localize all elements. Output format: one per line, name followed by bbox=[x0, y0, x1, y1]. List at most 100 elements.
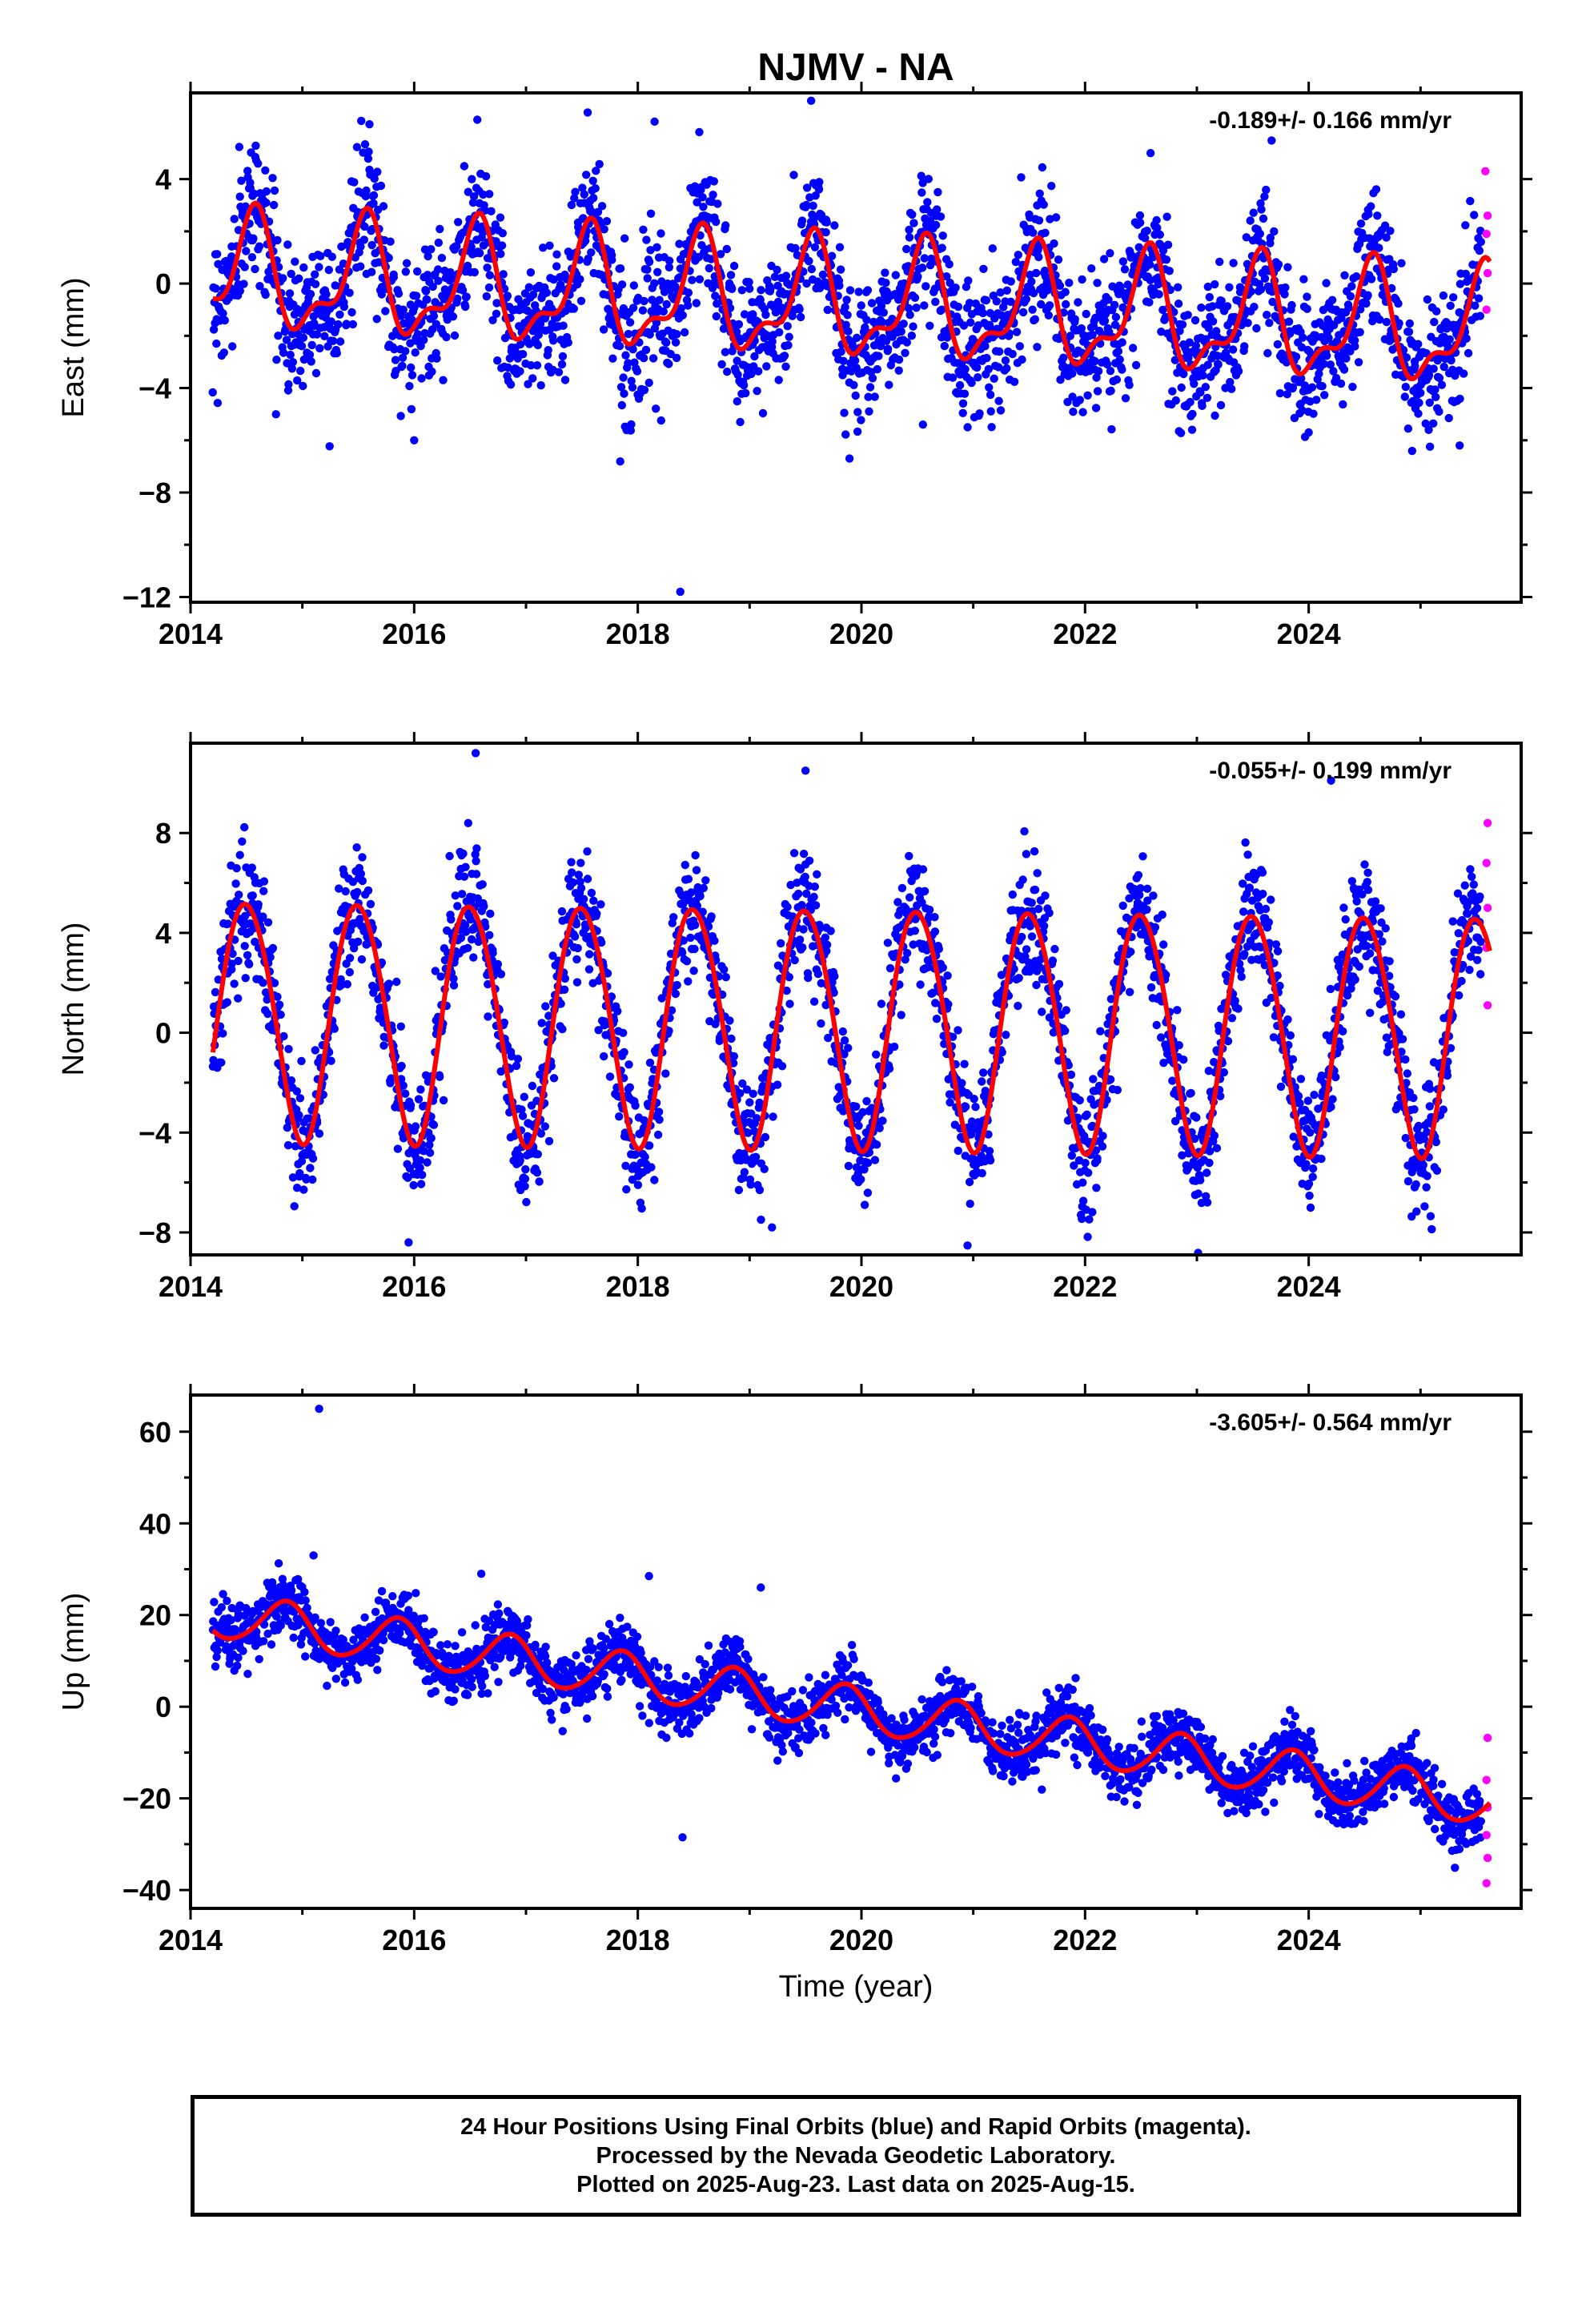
final-orbit-point bbox=[902, 949, 912, 958]
final-orbit-point bbox=[802, 889, 811, 899]
final-orbit-point bbox=[1249, 208, 1258, 217]
final-orbit-point bbox=[616, 264, 625, 273]
final-orbit-point bbox=[879, 308, 889, 317]
final-orbit-point bbox=[1033, 869, 1042, 878]
final-orbit-point bbox=[568, 878, 577, 887]
final-orbit-point bbox=[448, 312, 458, 321]
final-orbit-point bbox=[917, 171, 926, 180]
final-orbit-point bbox=[407, 404, 416, 414]
final-orbit-point bbox=[466, 915, 475, 924]
final-orbit-point bbox=[259, 912, 267, 921]
final-orbit-point bbox=[1415, 398, 1423, 408]
final-orbit-point bbox=[1346, 292, 1355, 301]
final-orbit-point bbox=[1038, 1007, 1046, 1016]
final-orbit-point bbox=[1188, 409, 1197, 419]
final-orbit-point bbox=[907, 332, 917, 340]
final-orbit-point bbox=[862, 1096, 871, 1106]
final-orbit-point bbox=[240, 263, 249, 271]
final-orbit-point bbox=[480, 902, 488, 911]
final-orbit-point bbox=[287, 364, 296, 373]
final-orbit-point bbox=[1225, 283, 1234, 292]
final-orbit-point bbox=[1259, 890, 1267, 899]
final-orbit-point bbox=[777, 939, 785, 948]
final-orbit-point bbox=[248, 891, 257, 900]
final-orbit-point bbox=[571, 187, 580, 196]
final-orbit-point bbox=[987, 423, 996, 432]
final-orbit-point bbox=[817, 979, 825, 988]
final-orbit-point bbox=[682, 957, 692, 966]
final-orbit-point bbox=[595, 159, 604, 169]
final-orbit-point bbox=[1070, 315, 1079, 324]
final-orbit-point bbox=[602, 217, 612, 226]
final-orbit-point bbox=[1283, 1015, 1292, 1024]
final-orbit-point bbox=[994, 363, 1003, 372]
final-orbit-point bbox=[238, 837, 247, 846]
final-orbit-point bbox=[1069, 408, 1078, 416]
final-orbit-point bbox=[282, 336, 291, 344]
final-orbit-point bbox=[1135, 891, 1144, 899]
final-orbit-point bbox=[517, 1105, 526, 1114]
final-orbit-point bbox=[712, 312, 721, 321]
final-orbit-point bbox=[830, 221, 839, 230]
final-orbit-point bbox=[297, 342, 307, 351]
final-orbit-point bbox=[786, 880, 795, 890]
final-orbit-point bbox=[1296, 1075, 1306, 1084]
final-orbit-point bbox=[827, 251, 837, 260]
final-orbit-point bbox=[1367, 202, 1375, 211]
final-orbit-point bbox=[785, 973, 793, 982]
final-orbit-point bbox=[1075, 396, 1085, 404]
final-orbit-point bbox=[1324, 333, 1333, 343]
final-orbit-point bbox=[883, 939, 893, 947]
final-orbit-point bbox=[797, 216, 807, 225]
final-orbit-point bbox=[654, 1108, 664, 1116]
final-orbit-point bbox=[263, 918, 273, 927]
final-orbit-point bbox=[316, 251, 325, 260]
final-orbit-point bbox=[1197, 304, 1206, 312]
final-orbit-point bbox=[263, 1009, 272, 1019]
final-orbit-point bbox=[624, 329, 633, 339]
final-orbit-point bbox=[1317, 1154, 1326, 1164]
final-orbit-point bbox=[677, 304, 685, 313]
final-orbit-point bbox=[608, 354, 617, 363]
final-orbit-point bbox=[1214, 360, 1223, 369]
final-orbit-point bbox=[230, 215, 239, 223]
final-orbit-point bbox=[802, 183, 812, 192]
final-orbit-point bbox=[251, 264, 259, 274]
final-orbit-point bbox=[516, 1156, 524, 1165]
final-orbit-point bbox=[966, 1200, 974, 1208]
final-orbit-point bbox=[592, 909, 601, 919]
final-orbit-point bbox=[750, 352, 759, 361]
final-orbit-point bbox=[677, 948, 687, 957]
final-orbit-point bbox=[1106, 1075, 1115, 1084]
final-orbit-point bbox=[970, 1095, 978, 1104]
final-orbit-point bbox=[1449, 293, 1458, 302]
final-orbit-point bbox=[1331, 373, 1341, 383]
final-orbit-point bbox=[640, 296, 648, 306]
final-orbit-point bbox=[1261, 904, 1271, 914]
final-orbit-point bbox=[1237, 972, 1246, 981]
final-orbit-point bbox=[1236, 966, 1245, 975]
final-orbit-point bbox=[327, 317, 335, 326]
final-orbit-point bbox=[1363, 291, 1372, 300]
final-orbit-point bbox=[1191, 1134, 1199, 1144]
final-orbit-point bbox=[292, 1184, 302, 1192]
final-orbit-point bbox=[942, 333, 952, 342]
final-orbit-point bbox=[1269, 1033, 1279, 1042]
final-orbit-point bbox=[558, 1024, 567, 1034]
final-orbit-point bbox=[1305, 1191, 1314, 1200]
final-orbit-point bbox=[1257, 205, 1266, 214]
final-orbit-point bbox=[211, 284, 220, 293]
final-orbit-point bbox=[485, 271, 494, 279]
final-orbit-point bbox=[1022, 945, 1031, 954]
final-orbit-point bbox=[662, 300, 671, 309]
final-orbit-point bbox=[507, 1051, 516, 1061]
final-orbit-point bbox=[324, 265, 333, 275]
final-orbit-point bbox=[965, 1177, 974, 1187]
final-orbit-point bbox=[861, 323, 869, 332]
final-orbit-point bbox=[1030, 315, 1040, 324]
final-orbit-point bbox=[781, 362, 790, 371]
final-orbit-point bbox=[299, 263, 308, 272]
final-orbit-point bbox=[1153, 223, 1162, 232]
final-orbit-point bbox=[1066, 1070, 1076, 1080]
final-orbit-point bbox=[234, 994, 243, 1003]
